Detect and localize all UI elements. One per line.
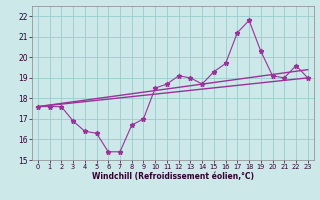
X-axis label: Windchill (Refroidissement éolien,°C): Windchill (Refroidissement éolien,°C) bbox=[92, 172, 254, 181]
